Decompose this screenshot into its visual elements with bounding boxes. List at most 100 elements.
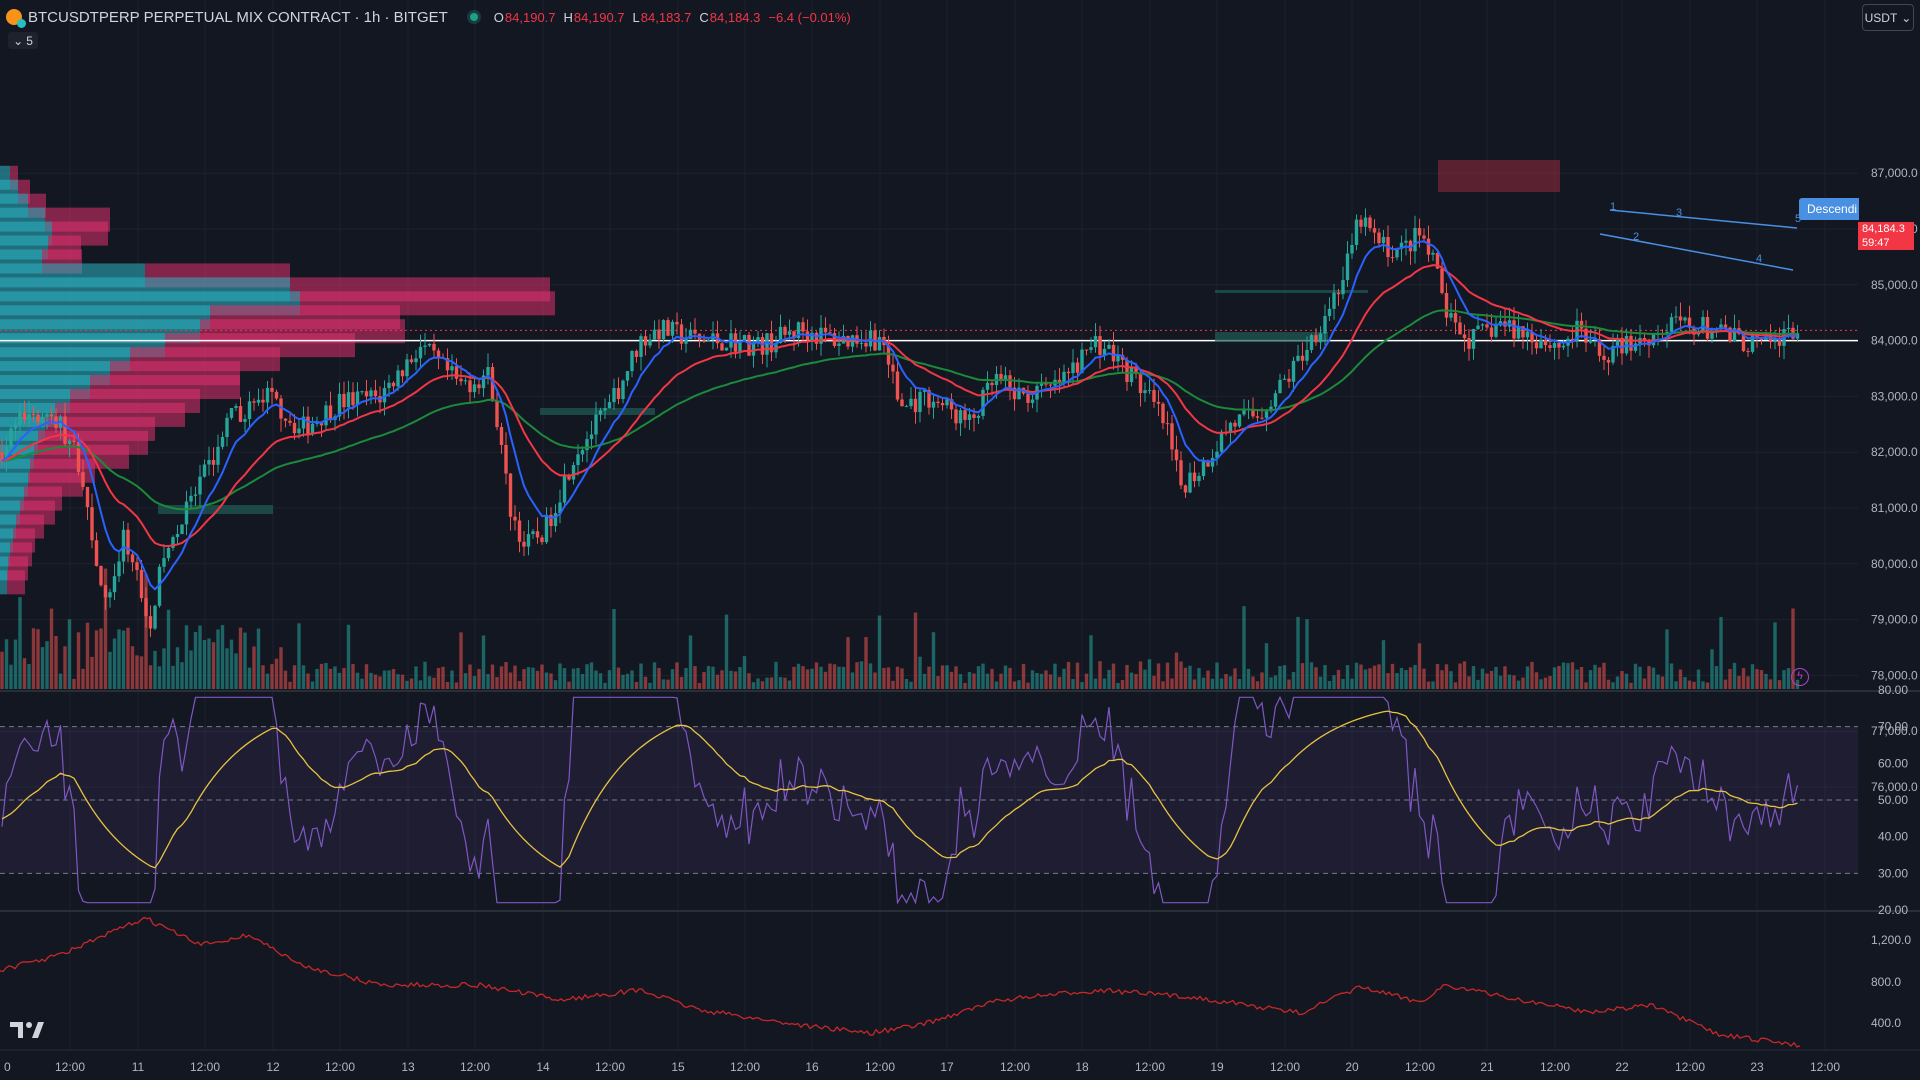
volume-bar: [427, 676, 432, 689]
lightning-icon[interactable]: ϟ: [1791, 668, 1809, 686]
volume-bar: [774, 661, 778, 689]
volume-bar: [1674, 681, 1678, 689]
candle-body: [508, 473, 513, 517]
volume-bar: [450, 670, 454, 689]
volume-bar: [1701, 681, 1705, 689]
time-axis-label: 12:00: [55, 1060, 85, 1074]
pattern-point-label: 4: [1756, 253, 1762, 265]
volume-bar: [1629, 682, 1633, 689]
volume-bar: [805, 669, 810, 689]
volume-bar: [1413, 664, 1417, 689]
volume-bar: [382, 670, 387, 689]
candle-body: [436, 350, 441, 358]
volume-bar: [1606, 679, 1611, 689]
candle-body: [1516, 326, 1521, 339]
volume-bar: [229, 639, 234, 689]
volume-bar: [373, 674, 378, 689]
volume-bar: [184, 625, 189, 689]
volume-bar: [441, 666, 445, 689]
candle-body: [1341, 280, 1345, 295]
candle-body: [279, 398, 283, 419]
candle-body: [1476, 325, 1480, 330]
volume-bar: [1345, 665, 1350, 689]
price-axis-label: 84,000.0: [1871, 334, 1918, 348]
volume-bar: [85, 622, 90, 689]
volume-bar: [63, 646, 67, 689]
candle-body: [1606, 359, 1611, 363]
volume-bar: [400, 674, 405, 689]
candle-body: [958, 410, 963, 424]
volume-bar: [1359, 664, 1363, 689]
volume-bar: [1485, 673, 1489, 689]
volume-bar: [67, 619, 72, 689]
volume-bar: [1291, 672, 1296, 689]
volume-bar: [499, 666, 504, 689]
volume-bar: [1219, 678, 1224, 689]
candle-body: [477, 384, 481, 389]
volume-bar: [1449, 671, 1453, 689]
candle-body: [126, 529, 130, 555]
candle-body: [931, 401, 936, 408]
volume-bar: [1543, 677, 1548, 689]
candle-body: [355, 391, 360, 406]
candle-body: [1512, 320, 1516, 339]
volume-bar: [585, 664, 589, 689]
time-axis-label: 12:00: [1405, 1060, 1435, 1074]
volume-bar: [1327, 681, 1332, 689]
volume-bar: [121, 630, 126, 689]
volume-bar: [1548, 676, 1552, 689]
candle-body: [1543, 339, 1548, 346]
candle-body: [1417, 227, 1422, 236]
candle-body: [135, 562, 139, 571]
volume-bar: [1192, 679, 1197, 689]
candle-body: [976, 415, 981, 418]
volume-bar: [1125, 664, 1129, 689]
volume-bar: [90, 656, 94, 689]
candle-body: [256, 399, 261, 403]
volume-bar: [1372, 665, 1377, 689]
candle-body: [346, 392, 351, 408]
candle-body: [787, 331, 792, 335]
supply-zone: [1438, 160, 1560, 192]
volume-bar: [1255, 681, 1260, 689]
volume-bar: [1764, 673, 1768, 689]
currency-button[interactable]: USDT ⌄: [1862, 4, 1914, 31]
volume-bar: [1215, 662, 1219, 689]
time-axis-label: 12:00: [325, 1060, 355, 1074]
volume-bar: [1233, 668, 1237, 689]
candle-body: [909, 398, 913, 407]
volume-bar: [513, 665, 517, 689]
demand-zone: [1215, 332, 1328, 342]
candle-body: [913, 398, 918, 413]
symbol-title[interactable]: BTCUSDTPERP PERPETUAL MIX CONTRACT · 1h …: [28, 8, 448, 26]
candle-body: [189, 495, 193, 502]
candle-body: [990, 382, 994, 386]
candle-body: [1521, 326, 1525, 338]
tradingview-logo[interactable]: [10, 1020, 44, 1040]
volume-bar: [657, 668, 661, 689]
descending-pattern-drawing[interactable]: 1 2 3 4 5: [1599, 201, 1801, 271]
volume-bar: [1098, 661, 1102, 689]
candle-body: [229, 408, 234, 418]
candle-body: [387, 382, 391, 389]
candle-body: [463, 380, 468, 382]
indicators-collapse-button[interactable]: ⌄ 5: [8, 32, 38, 49]
volume-bar: [153, 650, 157, 689]
volume-bar: [1737, 675, 1741, 689]
volume-bar: [1017, 680, 1021, 689]
candle-body: [661, 320, 666, 340]
volume-bar: [1102, 678, 1107, 689]
volume-bar: [567, 681, 571, 689]
volume-bar: [139, 656, 144, 689]
candle-body: [292, 422, 297, 434]
pattern-label[interactable]: Descendi: [1799, 198, 1859, 220]
volume-bar: [297, 623, 301, 689]
candle-body: [1413, 227, 1417, 252]
candle-body: [1269, 406, 1273, 412]
candle-body: [1629, 335, 1633, 351]
candle-body: [900, 399, 904, 407]
candle-body: [216, 446, 220, 465]
volume-bar: [292, 665, 297, 689]
volume-bar: [1498, 675, 1503, 689]
